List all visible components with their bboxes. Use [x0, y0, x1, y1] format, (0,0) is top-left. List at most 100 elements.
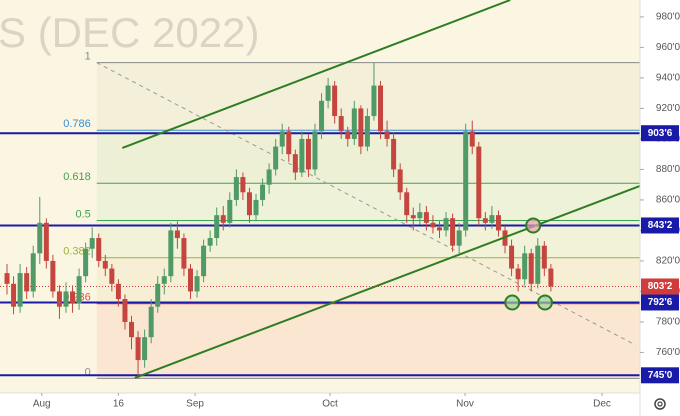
candle-body — [181, 238, 187, 269]
candle-body — [384, 131, 390, 139]
x-tick-label: Oct — [322, 399, 338, 410]
candle-body — [109, 268, 115, 284]
candle-body — [345, 131, 351, 139]
candle-body — [410, 215, 416, 219]
candle-body — [135, 337, 141, 361]
candle-body — [11, 283, 17, 307]
candle-body — [214, 215, 220, 239]
candle-body — [450, 218, 456, 246]
candle-body — [305, 138, 311, 170]
candle-body — [273, 146, 279, 170]
candle-body — [469, 131, 475, 147]
candle-body — [279, 131, 285, 147]
candle-body — [443, 218, 449, 231]
candle-body — [227, 199, 233, 223]
fib-band — [96, 183, 641, 221]
x-tick-label: Aug — [33, 399, 51, 410]
candle-body — [96, 238, 102, 261]
candle-body — [260, 184, 266, 200]
level-label-box — [641, 217, 679, 234]
candle-body — [476, 146, 482, 219]
y-tick-label: 940'0 — [656, 73, 680, 84]
candle-body — [489, 215, 495, 223]
y-tick-label: 880'0 — [656, 164, 680, 175]
fib-label: 0 — [85, 366, 91, 378]
candle-body — [220, 215, 226, 223]
candle-body — [122, 299, 128, 322]
candle-body — [148, 306, 154, 338]
x-tick-label: Sep — [186, 399, 204, 410]
candle-body — [338, 116, 344, 132]
candle-body — [417, 212, 423, 219]
candle-body — [430, 222, 436, 228]
candle-body — [161, 276, 167, 284]
candle-body — [325, 85, 331, 101]
candle-body — [194, 276, 200, 292]
candle-body — [24, 273, 30, 292]
fib-band — [96, 220, 641, 258]
candle-body — [83, 248, 89, 277]
candle-body — [187, 268, 193, 292]
candle-body — [456, 230, 462, 246]
candle-body — [391, 138, 397, 170]
channel-line — [134, 184, 641, 379]
candle-body — [535, 245, 541, 284]
candle-body — [76, 276, 82, 304]
candle-body — [240, 177, 246, 193]
last-price-label-box — [641, 278, 679, 295]
level-label-box — [641, 294, 679, 311]
candle-body — [253, 199, 259, 216]
candle-body — [201, 245, 207, 277]
x-tick-label: Dec — [593, 399, 611, 410]
candle-body — [17, 273, 23, 307]
candle-body — [246, 192, 252, 216]
candle-body — [266, 169, 272, 185]
candle-body — [509, 245, 515, 269]
fib-label: 0.5 — [75, 208, 90, 220]
y-tick-label: 920'0 — [656, 103, 680, 114]
candle-body — [207, 238, 213, 246]
candle-body — [397, 169, 403, 193]
candle-body — [319, 100, 325, 132]
candle-body — [358, 108, 364, 147]
x-tick-label: 16 — [113, 399, 125, 410]
fib-label: 1 — [85, 51, 91, 63]
gear[interactable] — [654, 398, 666, 410]
candle-body — [292, 154, 298, 173]
candle-body — [371, 85, 377, 117]
candle-body — [495, 215, 501, 231]
candle-body — [332, 85, 338, 117]
candle-body — [482, 218, 488, 223]
candle-body — [351, 108, 357, 139]
level-label-box — [641, 125, 679, 142]
candle-body — [50, 260, 56, 292]
candle-body — [129, 321, 135, 338]
settings-icon[interactable] — [654, 398, 666, 410]
level-label: 745'0 — [648, 370, 673, 381]
price-axis — [640, 0, 680, 416]
marker — [536, 294, 553, 311]
candle-body — [89, 238, 95, 249]
candle-body — [63, 291, 69, 307]
gear-hub[interactable] — [657, 401, 663, 407]
level-label: 843'2 — [648, 220, 673, 231]
marker — [525, 217, 542, 234]
candle-body — [155, 283, 161, 307]
candle-body — [142, 337, 148, 361]
candle-body — [233, 177, 239, 200]
candle-body — [168, 230, 174, 277]
candle-body — [528, 253, 534, 284]
candle-body — [4, 273, 10, 284]
candle-body — [30, 253, 36, 292]
candle-body — [43, 222, 49, 261]
candle-body — [102, 260, 108, 269]
level-label: 903'6 — [648, 128, 673, 139]
fib-label: 0.786 — [63, 118, 91, 130]
candle-body — [174, 230, 180, 239]
candle-body — [299, 138, 305, 173]
candle-body — [37, 222, 43, 254]
candle-body — [378, 85, 384, 132]
candle-body — [515, 268, 521, 280]
candle-body — [56, 291, 62, 307]
